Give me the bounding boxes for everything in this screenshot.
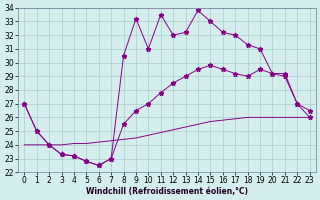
X-axis label: Windchill (Refroidissement éolien,°C): Windchill (Refroidissement éolien,°C) (86, 187, 248, 196)
